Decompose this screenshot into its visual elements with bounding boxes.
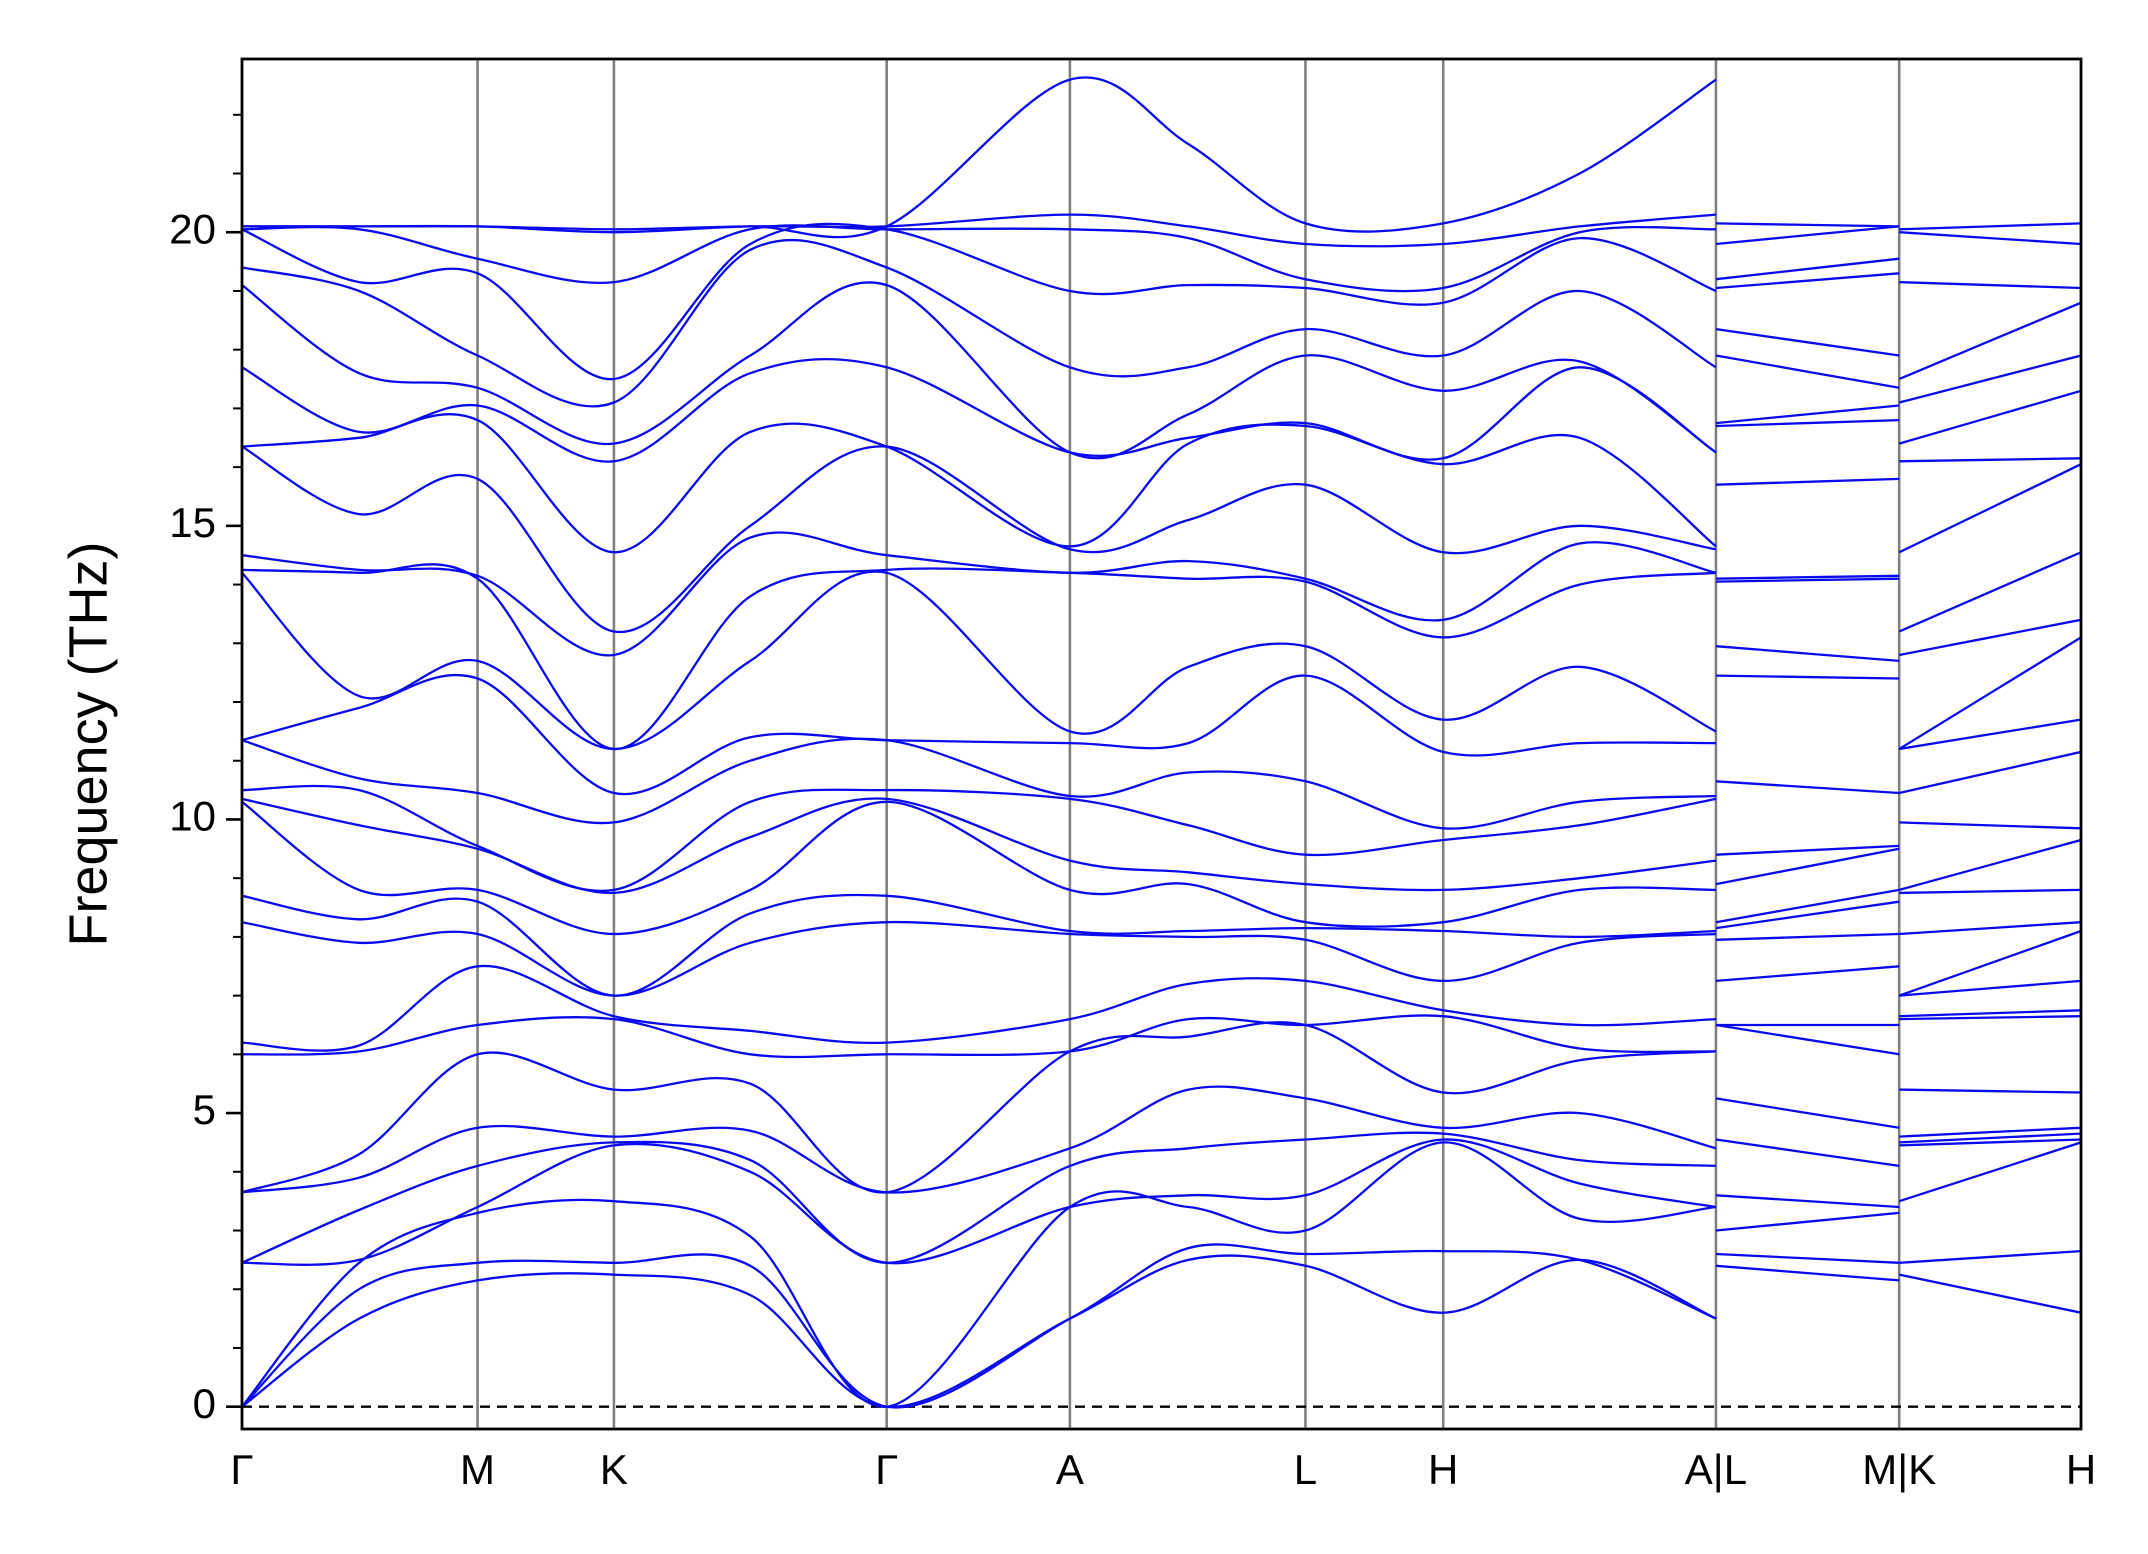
plot-frame xyxy=(240,57,2083,1431)
band-line xyxy=(242,357,2081,463)
x-tick-label: H xyxy=(2066,1446,2096,1493)
x-tick-label: A xyxy=(1056,1446,1084,1493)
band-line xyxy=(242,413,2081,554)
y-tick-label: 10 xyxy=(169,793,216,840)
x-tick-label: M xyxy=(460,1446,495,1493)
x-tick-label: K xyxy=(600,1446,628,1493)
x-tick-label: A|L xyxy=(1685,1446,1747,1493)
band-line xyxy=(242,222,2081,381)
band-line xyxy=(242,1085,2081,1194)
band-line xyxy=(242,238,2081,408)
x-tick-label: H xyxy=(1428,1446,1458,1493)
band-line xyxy=(242,224,2081,293)
y-axis-label: Frequency (THz) xyxy=(58,541,118,946)
band-line xyxy=(242,920,2081,997)
bands xyxy=(242,76,2081,1409)
band-line xyxy=(242,737,2081,830)
band-line xyxy=(242,445,2081,634)
band-line xyxy=(242,213,2081,248)
band-line xyxy=(242,1254,2081,1408)
band-line xyxy=(242,964,2081,1052)
band-line xyxy=(242,281,2081,460)
x-tick-label: L xyxy=(1294,1446,1317,1493)
band-line xyxy=(242,893,2081,997)
y-tick-label: 15 xyxy=(169,499,216,546)
band-line xyxy=(242,1014,2081,1059)
y-tick-label: 20 xyxy=(169,205,216,252)
band-line xyxy=(242,563,2081,751)
x-tick-label: M|K xyxy=(1862,1446,1936,1493)
y-tick-label: 0 xyxy=(193,1380,216,1427)
band-line xyxy=(242,673,2081,796)
band-line xyxy=(242,800,2081,936)
band-line xyxy=(242,1138,2081,1266)
band-line xyxy=(242,784,2081,893)
band-line xyxy=(242,570,2081,751)
band-line xyxy=(242,797,2081,895)
band-line xyxy=(242,531,2081,657)
band-line xyxy=(242,1243,2081,1409)
x-tick-label: Γ xyxy=(230,1446,253,1493)
x-tick-label: Γ xyxy=(875,1446,898,1493)
band-line xyxy=(242,1021,2081,1194)
y-tick-label: 5 xyxy=(193,1086,216,1133)
band-line xyxy=(242,1141,2081,1408)
band-line xyxy=(242,1131,2081,1264)
band-line xyxy=(242,76,2081,239)
